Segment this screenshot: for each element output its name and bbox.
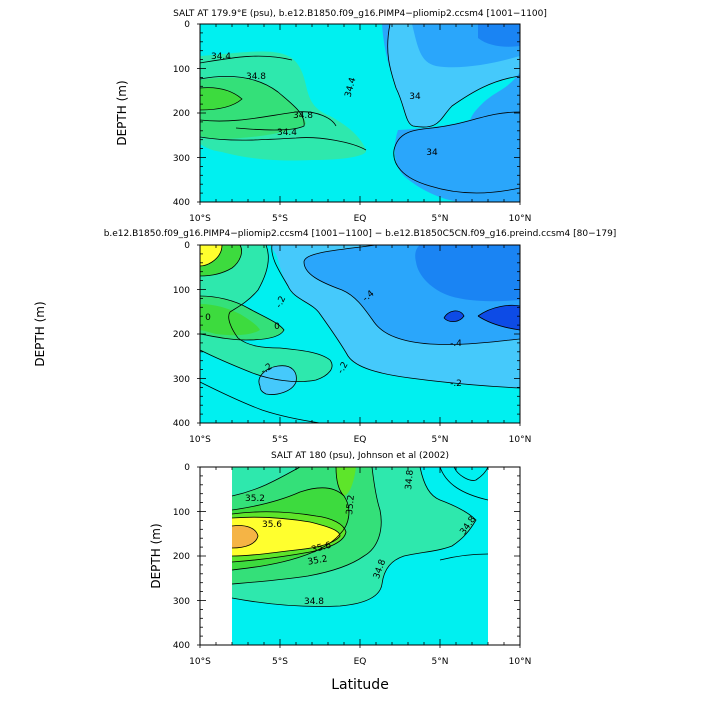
panel2-ticks — [197, 244, 521, 426]
panel2-title: b.e12.B1850.f09_g16.PIMP4−pliomip2.ccsm4… — [104, 229, 617, 239]
panel3-contour-label: 34.8 — [404, 469, 416, 490]
panel3-contour-label: 35.2 — [245, 494, 265, 504]
panel1-ylabel: DEPTH (m) — [115, 80, 129, 145]
panel1-contour-label: 34 — [409, 92, 421, 102]
x-axis-label: Latitude — [331, 677, 389, 693]
panel2-ytick: 0 — [184, 241, 190, 251]
panel3-ytick: 100 — [173, 508, 190, 518]
panel1-xtick: 10°S — [189, 214, 211, 224]
panel3-contour-label: 34.8 — [304, 597, 324, 607]
panel3-xtick: EQ — [354, 657, 367, 667]
panel3-xtick: 5°S — [272, 657, 288, 667]
panel3-contour-label: 35.2 — [307, 554, 328, 567]
panel1-contour-label: 34.8 — [293, 111, 313, 121]
panel2-ytick: 300 — [173, 375, 190, 385]
panel3-contour-label: 35.2 — [345, 494, 357, 515]
panel2-xtick: EQ — [354, 435, 367, 445]
panel1-ytick: 200 — [173, 109, 190, 119]
panel2-xtick: 10°S — [189, 435, 211, 445]
panel1-ytick: 100 — [173, 65, 190, 75]
panel2-xtick: 5°N — [432, 435, 449, 445]
panel3-ytick: 0 — [184, 463, 190, 473]
panel3-xtick: 10°S — [189, 657, 211, 667]
panel2-contour-fill — [199, 244, 521, 424]
panel3-xtick: 5°N — [432, 657, 449, 667]
panel1-ticks — [197, 23, 521, 205]
panel1-title: SALT AT 179.9°E (psu), b.e12.B1850.f09_g… — [173, 9, 547, 19]
panel3-xtick: 10°N — [509, 657, 532, 667]
panel1-ytick: 0 — [184, 20, 190, 30]
panel1-contour-label: 34.8 — [246, 72, 266, 82]
panel2-ytick: 100 — [173, 286, 190, 296]
panel3-ytick: 400 — [173, 641, 190, 651]
panel1-xtick: 5°N — [432, 214, 449, 224]
panel3-contour-label: 35.6 — [262, 520, 282, 530]
panel2-contour-label: -.2 — [450, 379, 462, 389]
panel2-ylabel: DEPTH (m) — [33, 301, 47, 366]
panel1-xtick: EQ — [354, 214, 367, 224]
panel3-axes: 10°S 5°S EQ 5°N 10°N 0 100 200 300 400 D… — [149, 463, 531, 693]
panel2-ytick: 200 — [173, 330, 190, 340]
panel1-contour-labels: 34.4 34.8 34.8 34.4 34.4 34 34 — [211, 52, 438, 158]
panel3-ytick: 200 — [173, 552, 190, 562]
panel1-ytick: 400 — [173, 198, 190, 208]
panel1-contour-label: 34.4 — [211, 52, 231, 62]
panel2-contour-label: -.2 — [274, 295, 288, 310]
panel2-contour-label: 0 — [205, 313, 211, 323]
panel2-xtick: 10°N — [509, 435, 532, 445]
panel2-xtick: 5°S — [272, 435, 288, 445]
panel1-contour-label: 34.4 — [277, 128, 297, 138]
panel1-xtick: 10°N — [509, 214, 532, 224]
panel2-ytick: 400 — [173, 419, 190, 429]
panel3-title: SALT AT 180 (psu), Johnson et al (2002) — [271, 451, 449, 461]
panel3-ytick: 300 — [173, 597, 190, 607]
panel2-contour-label: 0 — [274, 322, 280, 332]
panel1-contour-label: 34 — [426, 148, 438, 158]
panel3-ylabel: DEPTH (m) — [149, 523, 163, 588]
panel1-contour-fill — [199, 23, 521, 202]
panel2-contour-label: -.4 — [450, 339, 462, 349]
panel3-ticks — [197, 466, 521, 648]
panel2-axes: 10°S 5°S EQ 5°N 10°N 0 100 200 300 400 D… — [33, 241, 531, 445]
panel1-xtick: 5°S — [272, 214, 288, 224]
panel1-ytick: 300 — [173, 154, 190, 164]
panel3-contour-fill — [231, 466, 489, 645]
panel1-axes: 10°S 5°S EQ 5°N 10°N 0 100 200 300 400 D… — [115, 20, 531, 224]
